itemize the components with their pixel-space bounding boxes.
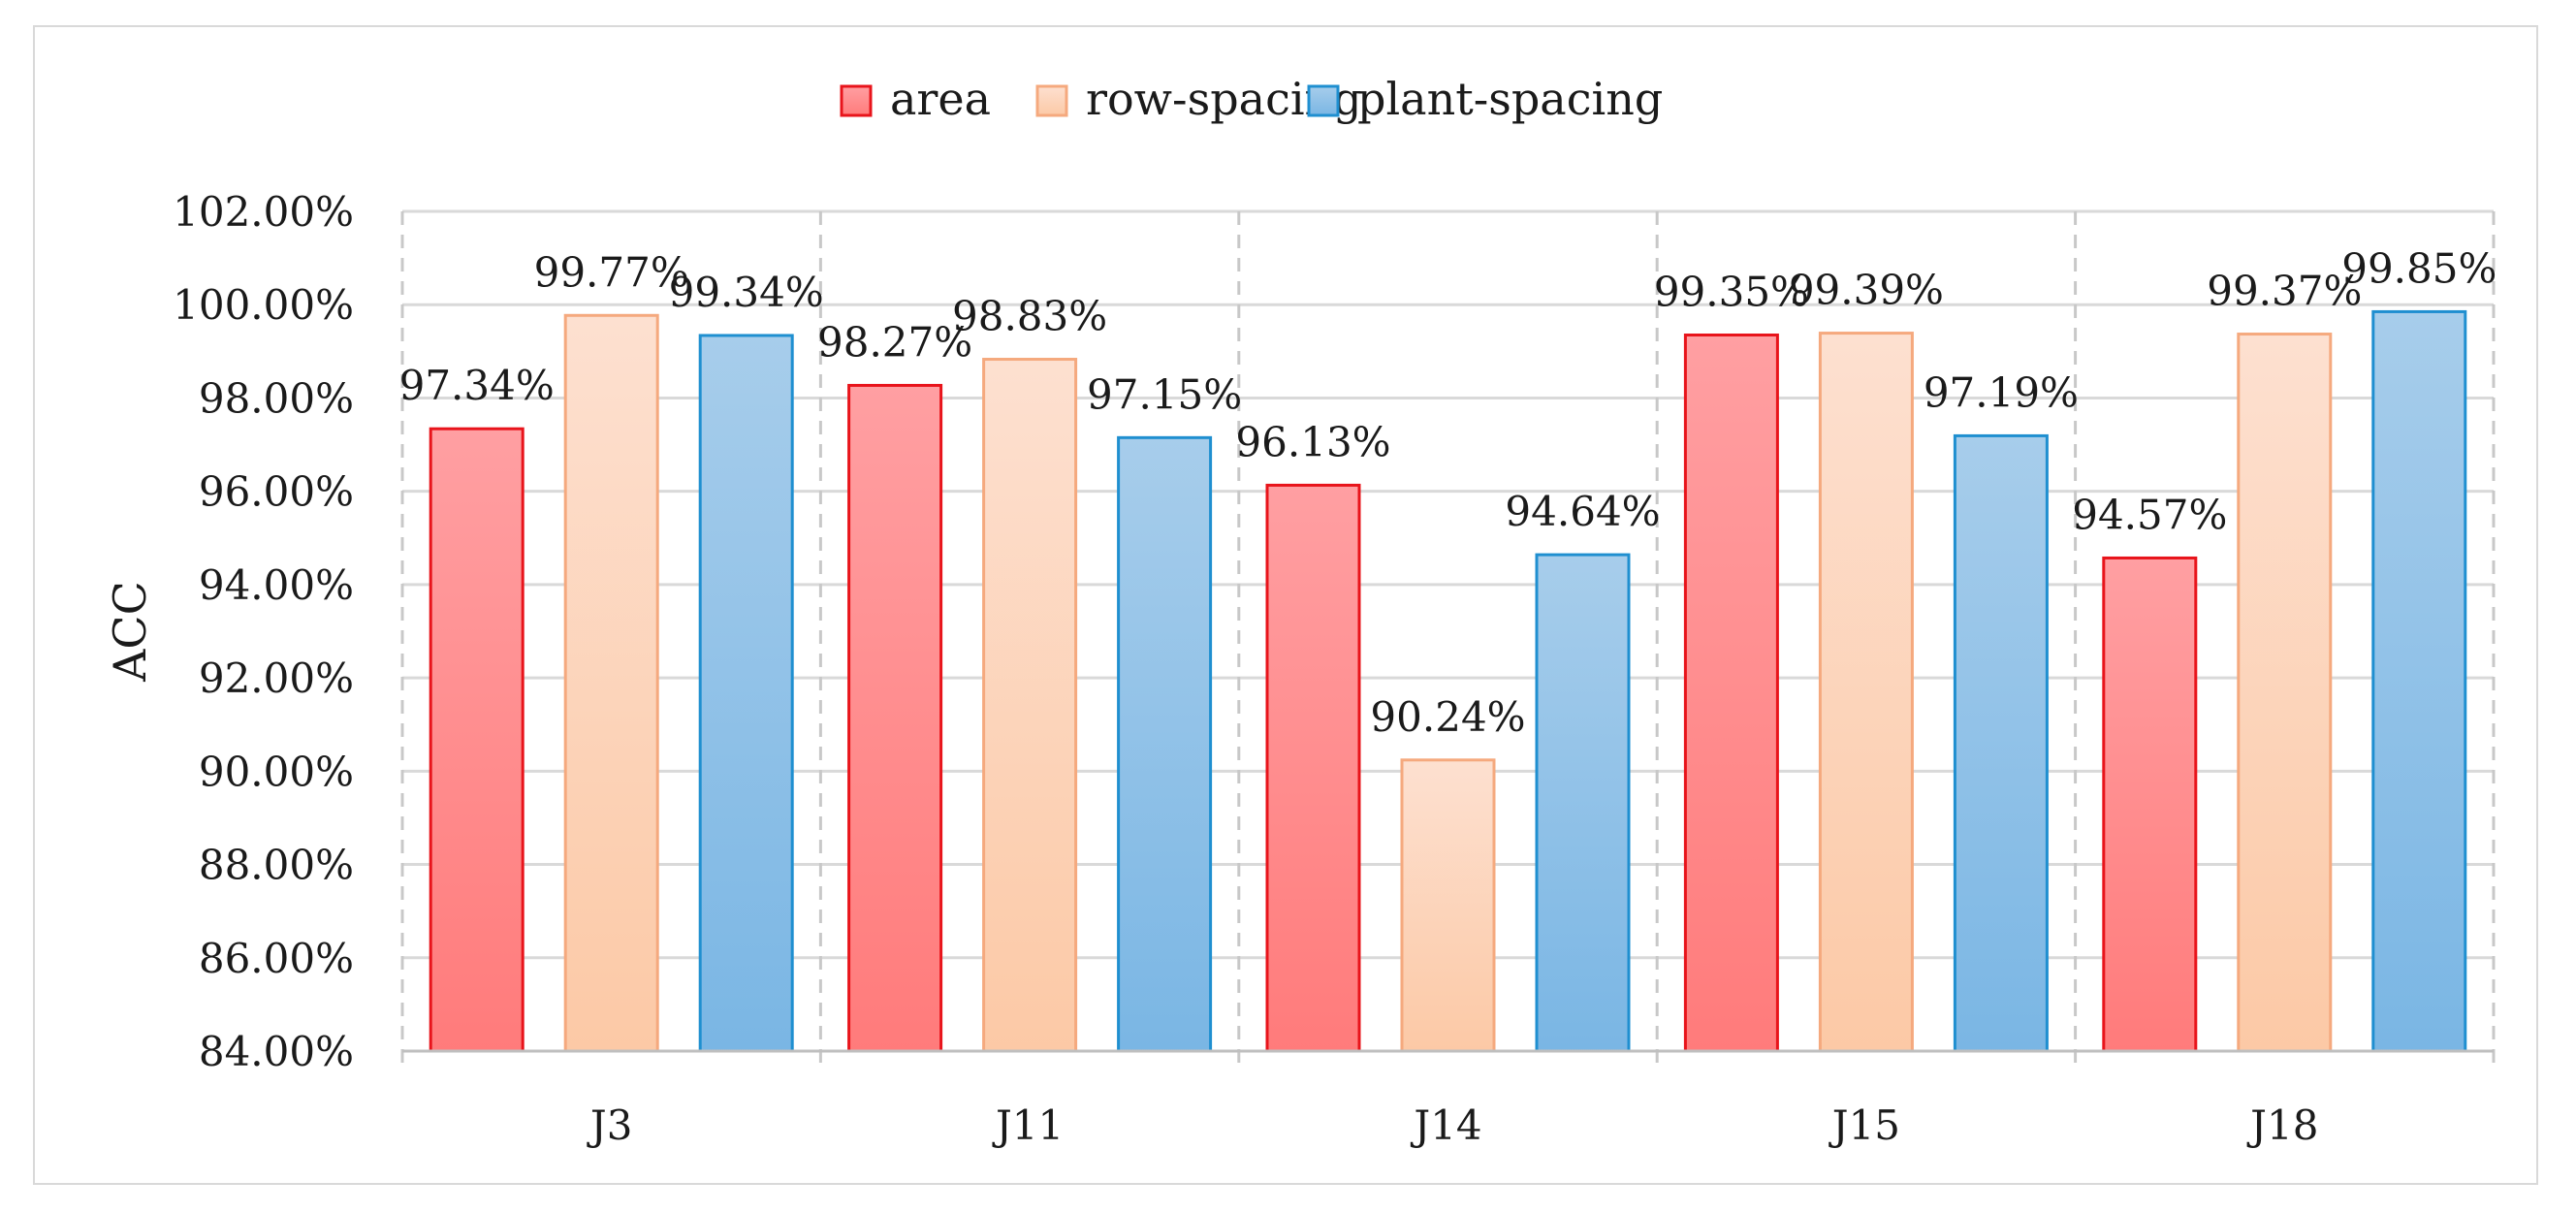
legend-swatch-plant-spacing (1307, 84, 1340, 117)
data-label-area-J11: 98.27% (817, 318, 972, 366)
bars (429, 309, 2467, 1053)
bar-area-J3 (429, 427, 525, 1053)
data-label-plant-spacing-J18: 99.85% (2341, 244, 2496, 292)
bar-row-spacing-J3 (563, 313, 659, 1053)
legend-swatch-row-spacing (1035, 84, 1068, 117)
bar-area-J18 (2102, 556, 2198, 1053)
y-tick-label: 96.00% (199, 468, 354, 516)
y-tick-label: 90.00% (199, 748, 354, 795)
x-tick-label: J18 (2246, 1101, 2318, 1149)
y-tick-label: 86.00% (199, 935, 354, 982)
data-label-area-J3: 97.34% (399, 362, 555, 409)
bar-row-spacing-J18 (2237, 333, 2333, 1053)
x-tick-label: J15 (1829, 1101, 1900, 1149)
bar-plant-spacing-J3 (698, 334, 794, 1053)
y-tick-label: 88.00% (199, 842, 354, 889)
data-label-row-spacing-J15: 99.39% (1789, 267, 1944, 314)
data-label-plant-spacing-J11: 97.15% (1087, 370, 1242, 418)
data-label-area-J14: 96.13% (1235, 418, 1390, 465)
bar-area-J15 (1683, 333, 1779, 1053)
legend-swatch-area (840, 84, 873, 117)
y-tick-label: 84.00% (199, 1028, 354, 1075)
y-tick-label: 102.00% (173, 188, 354, 236)
axes: 84.00% 86.00% 88.00% 90.00% 92.00% 94.00% 96.0… (104, 188, 2494, 1149)
bar-plant-spacing-J14 (1535, 553, 1631, 1053)
y-tick-label: 100.00% (173, 281, 354, 329)
data-label-plant-spacing-J14: 94.64% (1505, 488, 1660, 535)
bar-plant-spacing-J18 (2371, 309, 2467, 1053)
x-tick-label: J11 (992, 1101, 1064, 1149)
bar-area-J11 (847, 383, 943, 1053)
bar-row-spacing-J11 (982, 358, 1078, 1053)
x-tick-label: J3 (587, 1101, 633, 1149)
y-axis-title: ACC (104, 581, 156, 683)
data-label-area-J18: 94.57% (2072, 491, 2227, 538)
bar-plant-spacing-J11 (1117, 435, 1213, 1053)
data-label-row-spacing-J3: 99.77% (534, 248, 689, 296)
bar-row-spacing-J15 (1818, 332, 1914, 1053)
bar-plant-spacing-J15 (1953, 433, 2049, 1053)
bar-area-J14 (1265, 483, 1361, 1053)
data-label-row-spacing-J14: 90.24% (1370, 693, 1525, 741)
legend-label-plant-spacing: plant-spacing (1357, 73, 1663, 125)
data-label-plant-spacing-J3: 99.34% (669, 269, 824, 316)
y-tick-label: 98.00% (199, 374, 354, 422)
x-tick-label: J14 (1410, 1101, 1481, 1149)
bar-row-spacing-J14 (1400, 758, 1496, 1053)
data-labels: 97.34% 99.77%99.34%98.27%98.83% 97.15%96.1… (399, 244, 2497, 740)
data-label-plant-spacing-J15: 97.19% (1924, 368, 2079, 416)
data-label-row-spacing-J18: 99.37% (2207, 268, 2362, 315)
y-tick-label: 94.00% (199, 561, 354, 609)
data-label-row-spacing-J11: 98.83% (952, 293, 1107, 340)
data-label-area-J15: 99.35% (1654, 268, 1809, 315)
legend-label-area: area (890, 73, 991, 125)
y-tick-label: 92.00% (199, 654, 354, 702)
